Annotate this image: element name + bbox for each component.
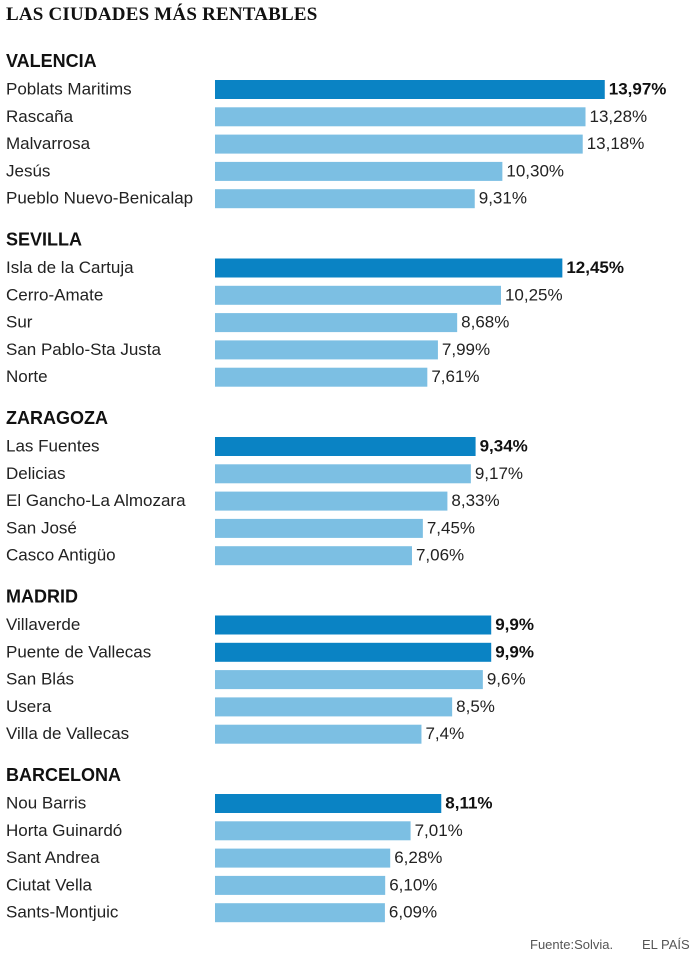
bar [215, 848, 391, 868]
value-label: 13,28% [590, 107, 648, 126]
group-heading: ZARAGOZA [6, 408, 108, 428]
category-label: Nou Barris [6, 794, 86, 813]
value-label: 7,61% [431, 367, 479, 386]
bar [215, 437, 476, 456]
category-label: Ciutat Vella [6, 875, 93, 894]
category-label: Sant Andrea [6, 848, 100, 867]
category-label: Puente de Vallecas [6, 642, 151, 661]
value-label: 8,5% [456, 697, 495, 716]
bar [215, 491, 448, 511]
bar [215, 285, 501, 305]
value-label: 7,45% [427, 518, 475, 537]
category-label: El Gancho-La Almozara [6, 491, 186, 510]
value-label: 9,9% [495, 642, 534, 661]
value-label: 9,6% [487, 670, 526, 689]
value-label: 6,28% [394, 848, 442, 867]
group-heading: MADRID [6, 587, 78, 607]
value-label: 9,34% [480, 437, 528, 456]
category-label: San José [6, 518, 77, 537]
category-label: Cerro-Amate [6, 285, 103, 304]
bar [215, 642, 492, 662]
bar [215, 518, 423, 538]
bar [215, 615, 492, 635]
bar [215, 313, 458, 333]
bar [215, 875, 386, 895]
bar [215, 903, 385, 923]
category-label: Sants-Montjuic [6, 903, 119, 922]
category-label: Sur [6, 313, 33, 332]
group-heading: BARCELONA [6, 765, 121, 785]
category-label: Horta Guinardó [6, 821, 122, 840]
bar [215, 546, 412, 566]
bar [215, 189, 475, 209]
category-label: San Pablo-Sta Justa [6, 340, 162, 359]
category-label: Las Fuentes [6, 437, 100, 456]
bar [215, 134, 583, 154]
value-label: 13,18% [587, 134, 645, 153]
value-label: 9,9% [495, 615, 534, 634]
bar [215, 697, 453, 717]
category-label: San Blás [6, 670, 74, 689]
category-label: Poblats Maritims [6, 80, 132, 99]
value-label: 7,4% [425, 724, 464, 743]
category-label: Villaverde [6, 615, 80, 634]
category-label: Rascaña [6, 107, 74, 126]
bar [215, 670, 483, 690]
bar [215, 464, 471, 484]
value-label: 13,97% [609, 80, 667, 99]
bar [215, 340, 438, 360]
value-label: 10,25% [505, 285, 563, 304]
group-heading: VALENCIA [6, 51, 97, 71]
value-label: 9,17% [475, 464, 523, 483]
brand-credit: EL PAÍS [642, 937, 690, 952]
category-label: Delicias [6, 464, 66, 483]
source-credit: Fuente:Solvia. [530, 937, 614, 952]
category-label: Norte [6, 367, 48, 386]
value-label: 8,33% [451, 491, 499, 510]
bar [215, 367, 428, 387]
category-label: Jesús [6, 161, 50, 180]
group-heading: SEVILLA [6, 230, 82, 250]
value-label: 7,01% [415, 821, 463, 840]
category-label: Malvarrosa [6, 134, 91, 153]
value-label: 6,10% [389, 875, 437, 894]
value-label: 7,99% [442, 340, 490, 359]
category-label: Casco Antigüo [6, 546, 116, 565]
category-label: Villa de Vallecas [6, 724, 129, 743]
bar [215, 821, 411, 841]
bar [215, 80, 605, 99]
category-label: Usera [6, 697, 52, 716]
category-label: Pueblo Nuevo-Benicalap [6, 189, 193, 208]
value-label: 12,45% [566, 258, 624, 277]
value-label: 10,30% [506, 161, 564, 180]
bar-chart: VALENCIA Poblats Maritims 13,97% Rascaña 13,… [6, 51, 667, 923]
category-label: Isla de la Cartuja [6, 258, 134, 277]
value-label: 9,31% [479, 189, 527, 208]
bar [215, 107, 586, 127]
value-label: 8,11% [445, 794, 492, 813]
bar [215, 724, 422, 744]
chart-title: LAS CIUDADES MÁS RENTABLES [6, 4, 318, 25]
value-label: 6,09% [389, 903, 437, 922]
bar [215, 258, 563, 278]
bar [215, 161, 503, 181]
value-label: 8,68% [461, 313, 509, 332]
value-label: 7,06% [416, 546, 464, 565]
bar [215, 794, 442, 813]
